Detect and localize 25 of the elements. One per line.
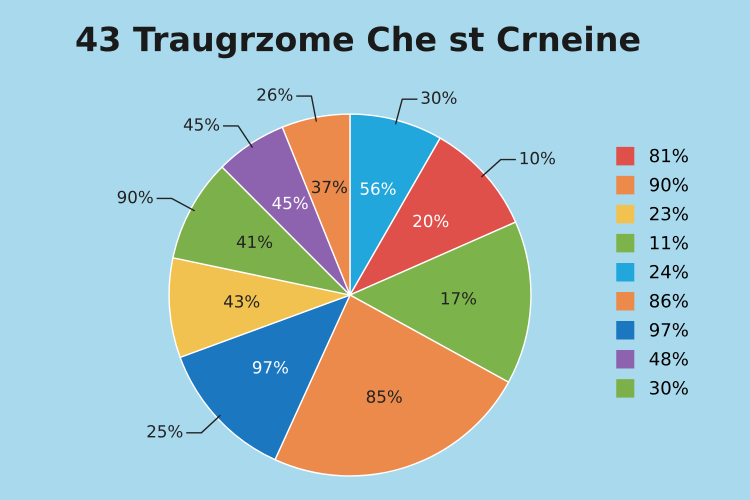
text: 97%	[252, 361, 288, 374]
text: 17%	[442, 292, 476, 305]
legend-label: 97%	[650, 322, 688, 337]
text: 37%	[312, 180, 347, 194]
text: 45%	[272, 196, 308, 210]
legend-label: 11%	[650, 236, 688, 250]
text: 45%	[184, 118, 220, 131]
legend-label: 81%	[650, 148, 688, 162]
text: 56%	[360, 182, 396, 195]
text: 30%	[422, 91, 456, 104]
text: 85%	[366, 390, 402, 403]
legend-label: 90%	[650, 178, 688, 192]
text: 20%	[413, 214, 448, 228]
legend-label: 30%	[650, 381, 688, 395]
text: 41%	[236, 236, 272, 248]
legend-label: 86%	[650, 294, 688, 308]
text: 10%	[520, 152, 555, 164]
legend-label: 48%	[650, 352, 688, 366]
text: 43%	[224, 295, 260, 308]
legend-label: 23%	[650, 206, 688, 220]
text: 90%	[118, 190, 153, 204]
text: 25%	[147, 425, 182, 438]
chart-title: 43 Traugrzome Che st Crneine	[76, 26, 640, 58]
legend-label: 24%	[650, 264, 688, 279]
text: 26%	[257, 88, 292, 101]
